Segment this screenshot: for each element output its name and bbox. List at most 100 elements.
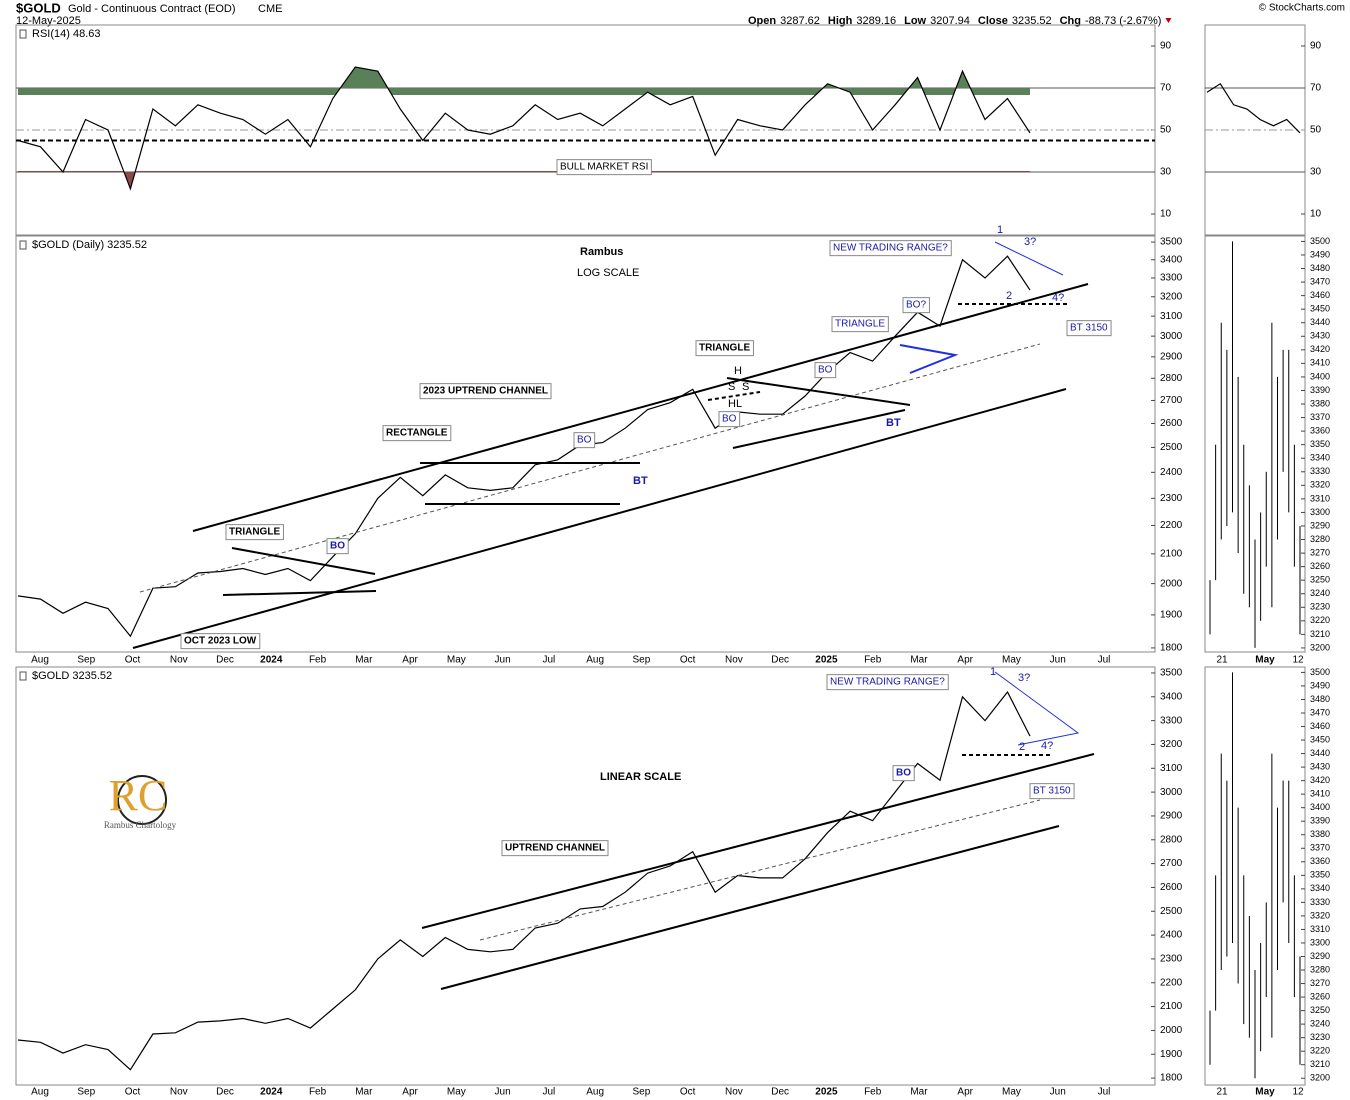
annotation-box [831,316,889,333]
y-tick-label: 3290 [1310,520,1330,530]
x-tick-label: Nov [725,655,743,666]
x-tick-label: Nov [170,1087,188,1098]
y-tick-label: 3000 [1160,331,1183,342]
y-tick-label: 2700 [1160,858,1183,869]
x-tick-label: Apr [402,1087,418,1098]
annotation-box [814,362,837,379]
y-tick-label: 3310 [1310,924,1330,934]
x-tick-label: Apr [402,655,418,666]
y-tick-label: 3450 [1310,304,1330,314]
price-line [1206,82,1301,134]
y-tick-label: 2200 [1160,977,1183,988]
y-tick-label: 3500 [1160,668,1183,679]
x-tick-label: Jul [542,655,555,666]
y-tick-label: 3330 [1310,897,1330,907]
x-tick-label: Dec [216,655,234,666]
y-tick-label: 3400 [1310,371,1330,381]
x-tick-label: 2025 [815,1087,838,1098]
x-tick-label: Oct [680,655,696,666]
exchange: CME [258,3,282,15]
annotation-box [225,524,284,541]
y-tick-label: 3200 [1160,739,1183,750]
y-tick-label: 3260 [1310,991,1330,1001]
trend-line [732,409,906,449]
y-tick-label: 3400 [1160,691,1183,702]
y-tick-label: 3450 [1310,734,1330,744]
annotation: TRIANGLE [835,319,885,330]
y-tick-label: 3100 [1160,311,1183,322]
annotation: BO [330,541,345,552]
y-tick-label: 3250 [1310,1005,1330,1015]
x-tick-label: Jun [1050,1087,1066,1098]
annotation: NEW TRADING RANGE? [833,243,948,254]
x-tick-label: 12 [1292,655,1304,666]
y-tick-label: 3500 [1310,667,1330,677]
y-tick-label: 70 [1160,83,1172,94]
x-tick-label: Sep [77,1087,95,1098]
x-tick-label: Jun [495,655,511,666]
annotation: 1 [990,666,996,678]
annotation-box [556,159,652,176]
panel-frame [15,666,1156,1086]
overbought-fill [18,67,1030,95]
x-tick-label: Feb [864,1087,882,1098]
x-tick-label: Jun [1050,655,1066,666]
y-tick-label: 3350 [1310,870,1330,880]
y-tick-label: 3250 [1310,575,1330,585]
panel-title: $GOLD (Daily) 3235.52 [32,239,147,251]
y-tick-label: 2100 [1160,548,1183,559]
trend-line [132,388,1067,649]
down-arrow [1165,18,1172,23]
y-tick-label: 3440 [1310,748,1330,758]
x-tick-label: Jul [1098,655,1111,666]
x-tick-label: Jul [542,1087,555,1098]
y-tick-label: 3320 [1310,910,1330,920]
annotation-box [326,538,349,555]
y-tick-label: 3200 [1310,1073,1330,1083]
y-tick-label: 3220 [1310,615,1330,625]
y-tick-label: 3000 [1160,787,1183,798]
y-tick-label: 2800 [1160,373,1183,384]
x-tick-label: Aug [31,1087,49,1098]
quote-value: -88.73 (-2.67%) [1085,15,1161,27]
y-tick-label: 3430 [1310,331,1330,341]
x-tick-label: Oct [125,1087,141,1098]
logo-mark: RC [109,771,168,820]
x-tick-label: Dec [771,1087,789,1098]
x-tick-label: 21 [1216,655,1228,666]
price-line [17,66,1031,191]
annotation-box [826,674,949,691]
trend-line [192,283,1089,532]
x-tick-label: Mar [355,1087,373,1098]
y-tick-label: 3390 [1310,816,1330,826]
annotation: RECTANGLE [386,428,448,439]
y-tick-label: 2700 [1160,395,1183,406]
y-tick-label: 2300 [1160,954,1183,965]
y-tick-label: 50 [1160,125,1172,136]
annotation-box [180,633,261,650]
y-tick-label: 2500 [1160,442,1183,453]
y-tick-label: 3490 [1310,249,1330,259]
y-tick-label: 1900 [1160,610,1183,621]
annotation: BO [722,414,737,425]
quote-label: Open [748,15,776,27]
symbol: $GOLD [16,0,61,15]
annotation: OCT 2023 LOW [184,636,257,647]
y-tick-label: 2600 [1160,418,1183,429]
trend-line [707,391,761,401]
price-line [17,255,1031,638]
annotation: 2 [1006,290,1012,302]
y-tick-label: 2600 [1160,882,1183,893]
annotation-box [902,297,930,314]
y-tick-label: 3340 [1310,453,1330,463]
x-tick-label: 12 [1292,1087,1304,1098]
annotation: LINEAR SCALE [600,771,681,783]
logo-text: Rambus Chartology [104,820,177,830]
x-tick-label: Feb [864,655,882,666]
panel-title: $GOLD 3235.52 [32,670,112,682]
annotation-box [829,240,952,257]
x-tick-label: Dec [216,1087,234,1098]
y-tick-label: 10 [1160,209,1172,220]
